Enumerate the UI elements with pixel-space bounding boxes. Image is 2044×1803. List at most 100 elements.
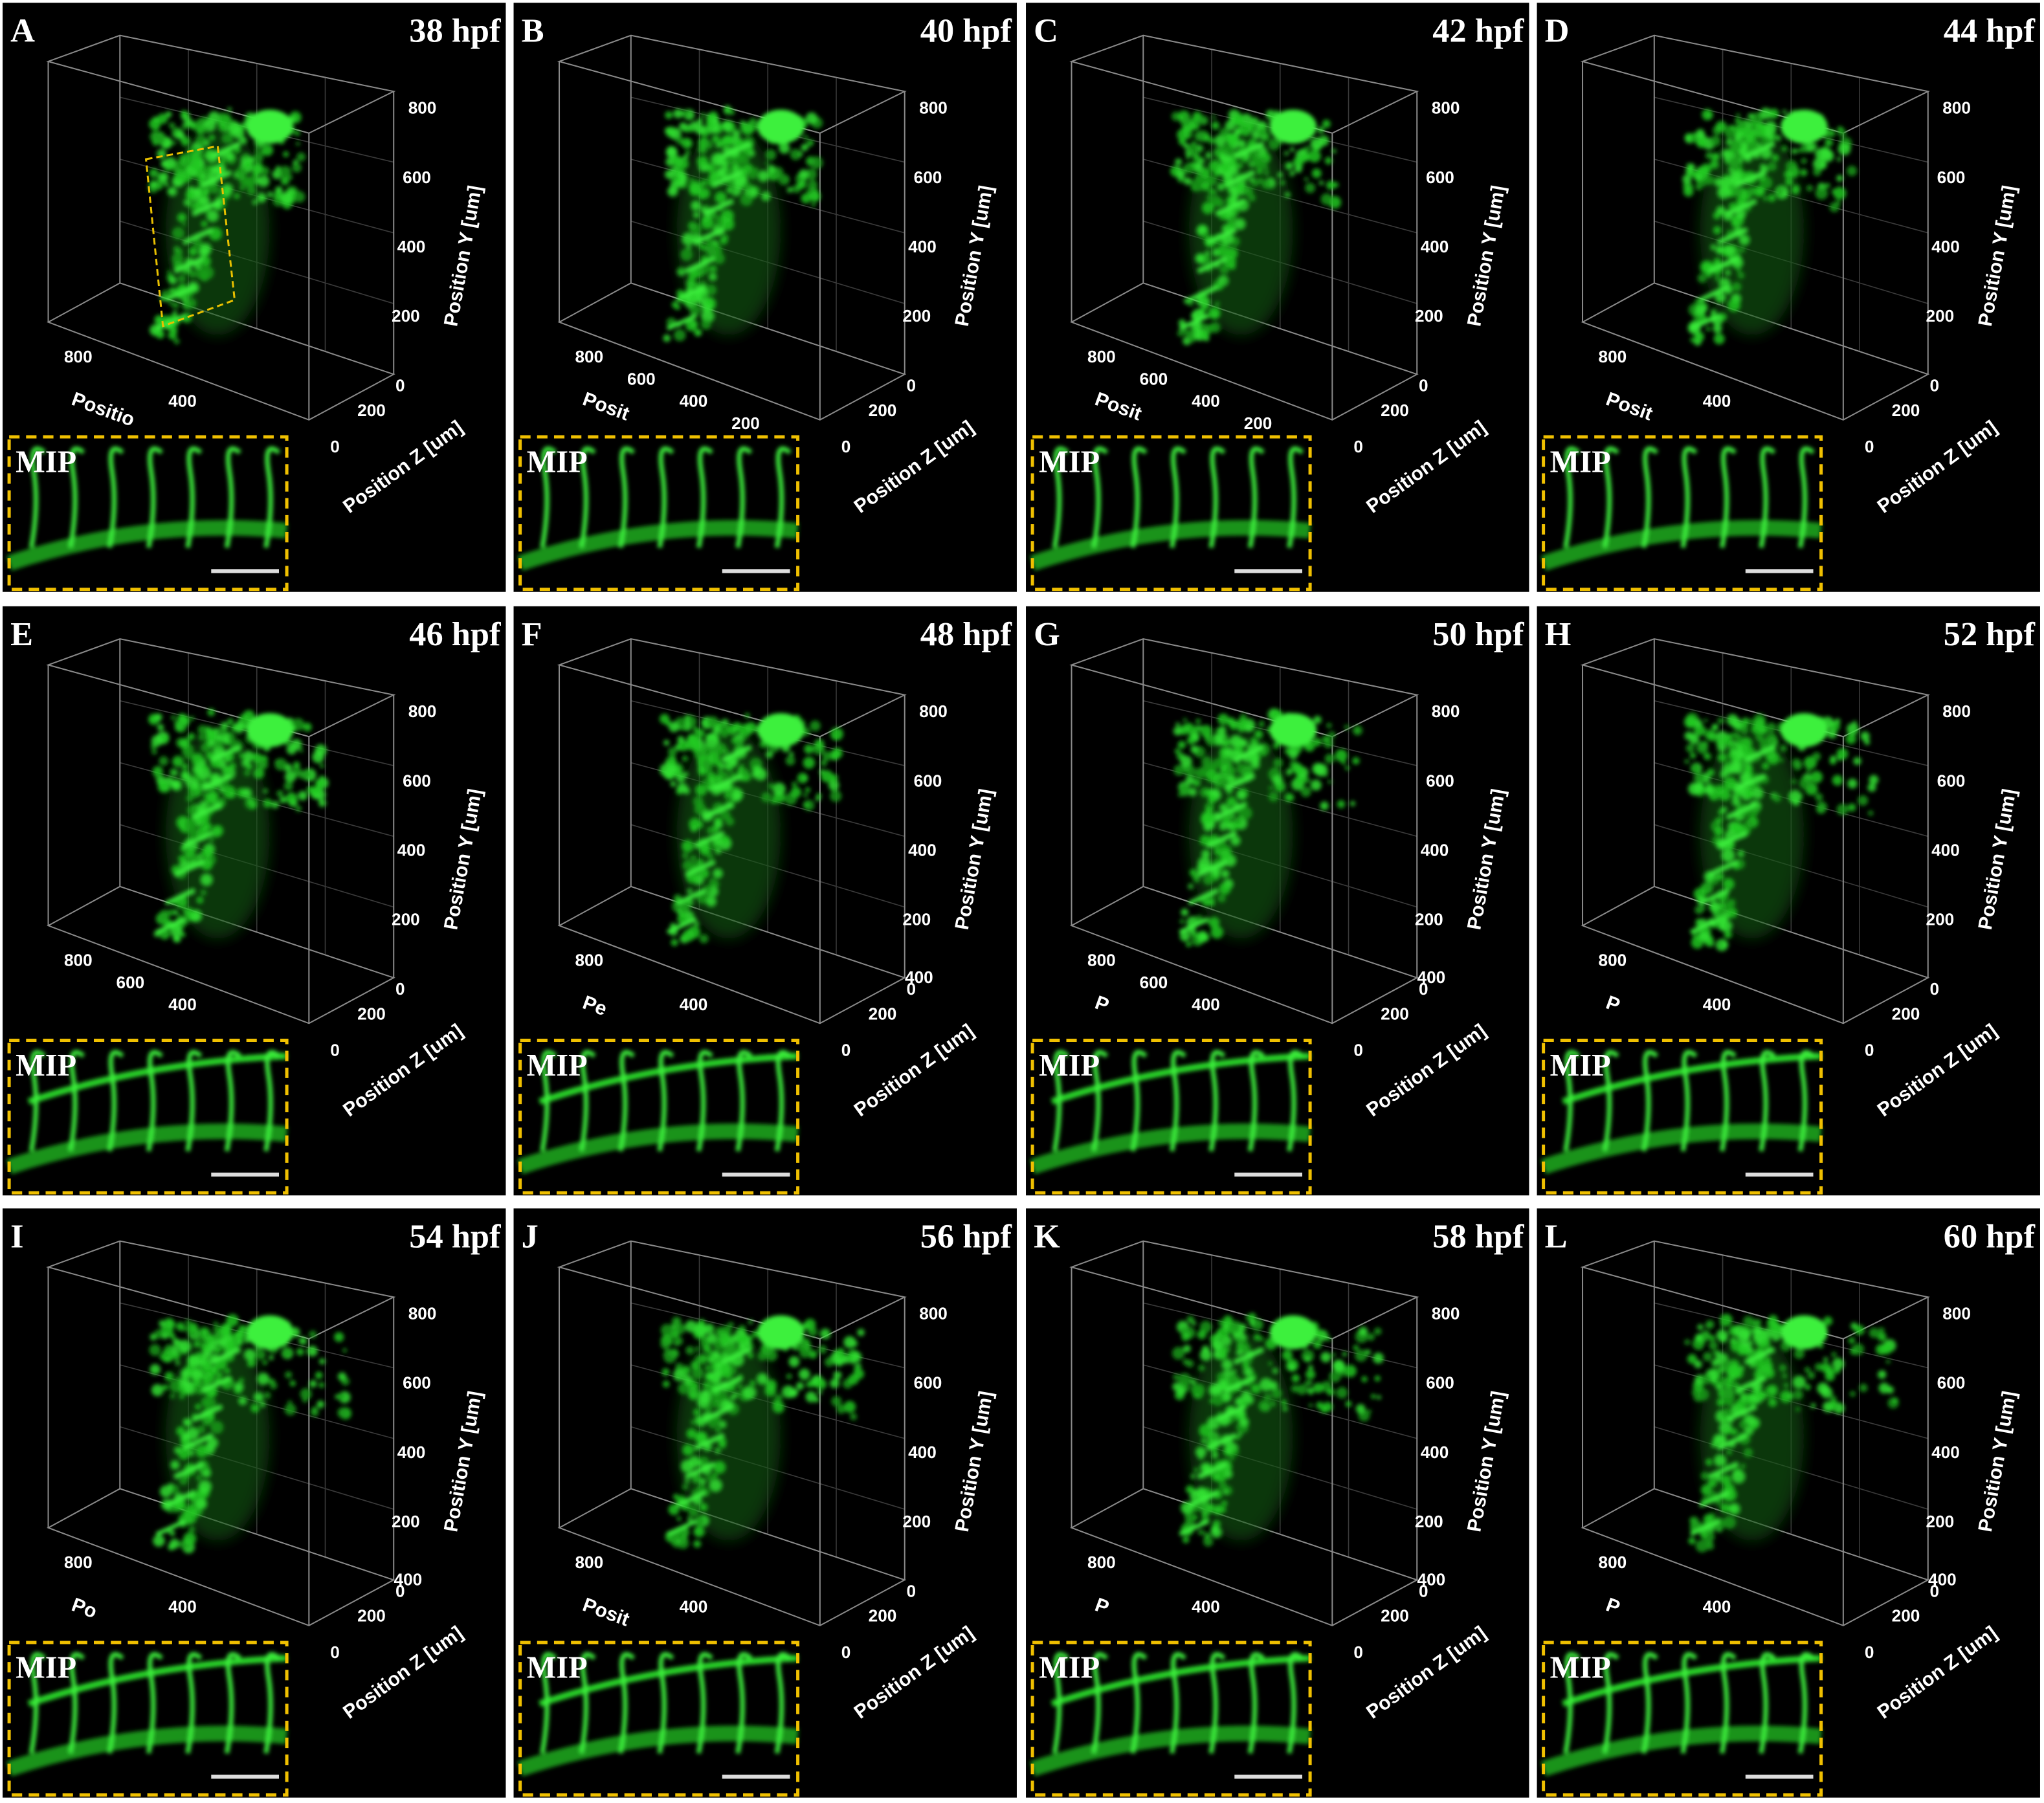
vessel-dot — [1705, 1320, 1715, 1329]
inset-vessel — [1563, 1050, 1581, 1152]
vessel-dot — [219, 727, 227, 736]
vessel-dot — [201, 221, 208, 227]
vessel-segment — [721, 1347, 752, 1364]
vessel-dot — [264, 1392, 271, 1399]
vessel-dot — [765, 160, 770, 166]
x-tick-label: 600 — [627, 369, 656, 388]
z-tick-label: 400 — [1928, 1569, 1957, 1589]
vessel-dot — [738, 1384, 742, 1389]
vessel-segment — [155, 313, 186, 331]
y-tick-label: 400 — [397, 841, 426, 860]
vessel-dot — [206, 1342, 216, 1352]
inset-vessel — [185, 1050, 203, 1152]
vessel-dot — [679, 902, 691, 914]
vessel-dot — [1806, 184, 1814, 192]
vessel-dot — [766, 751, 773, 758]
vessel-segment — [164, 1490, 195, 1508]
vessel-dot — [1307, 149, 1321, 163]
vessel-dot — [226, 1342, 236, 1351]
x-tick-label: 600 — [1140, 369, 1168, 388]
vessel-dot — [1311, 168, 1322, 179]
vessel-dot — [1746, 186, 1756, 197]
vessel-dot — [1199, 1349, 1212, 1361]
vessel-dot — [181, 772, 190, 781]
vessel-segment — [694, 1433, 725, 1450]
vessel-dot — [673, 109, 683, 118]
vessel-segment — [1179, 917, 1210, 935]
y-tick-label: 0 — [907, 1581, 916, 1600]
vessel-dot — [786, 1373, 792, 1380]
vessel-dot — [1707, 152, 1715, 159]
vessel-dot — [1282, 1349, 1293, 1360]
vessel-render — [148, 107, 306, 345]
vessel-dot — [1720, 1323, 1726, 1329]
vessel-dot — [761, 792, 772, 802]
vessel-dot — [1201, 756, 1212, 767]
vessel-dot — [1723, 1463, 1728, 1467]
vessel-dot — [1310, 779, 1322, 791]
vessel-dot — [674, 1336, 683, 1345]
vessel-dot — [669, 722, 680, 733]
vessel-dot — [292, 162, 302, 173]
vessel-dot — [181, 1369, 191, 1378]
vessel-dot — [290, 116, 296, 122]
y-tick-label: 0 — [1419, 376, 1428, 395]
vessel-dot — [176, 131, 185, 140]
vessel-dot — [1268, 1361, 1273, 1366]
vessel-dot — [704, 745, 710, 751]
vessel-dot — [1181, 908, 1189, 916]
vessel-dot — [203, 126, 210, 133]
vessel-dot — [1183, 718, 1188, 723]
vessel-segment — [1689, 1519, 1720, 1536]
vessel-dot — [188, 1450, 194, 1456]
vessel-dot — [1714, 258, 1721, 265]
vessel-dot — [1814, 793, 1823, 801]
vessel-dot — [716, 142, 721, 148]
vessel-dot — [1731, 1470, 1745, 1483]
vessel-dot — [1792, 798, 1800, 806]
vessel-dot — [287, 175, 293, 181]
vessel-dot — [251, 752, 262, 762]
vessel-dot — [195, 1498, 207, 1510]
vessel-dot — [1216, 283, 1223, 290]
vessel-dot — [797, 180, 806, 190]
inset-vessel — [185, 447, 203, 548]
time-label: 48 hpf — [920, 615, 1012, 653]
x-tick-label: 800 — [64, 1553, 93, 1572]
panel-letter: A — [10, 12, 35, 50]
inset-vessel — [735, 1050, 753, 1152]
inset-vessel — [1208, 1652, 1226, 1754]
vessel-dot — [1353, 1345, 1359, 1351]
vessel-dot — [1212, 1472, 1220, 1481]
vessel-dot — [178, 1448, 190, 1459]
vessel-dot — [1806, 768, 1811, 773]
vessel-dot — [1190, 312, 1199, 320]
vessel-dot — [715, 1448, 720, 1454]
vessel-segment — [1699, 285, 1729, 302]
vessel-dot — [1195, 1446, 1206, 1457]
inset-vessel — [263, 1652, 281, 1754]
vessel-dot — [170, 925, 183, 938]
vessel-dot — [1317, 126, 1324, 134]
vessel-dot — [685, 1345, 694, 1355]
vessel-dot — [1711, 1442, 1717, 1448]
vessel-dot — [704, 885, 713, 894]
vessel-segment — [685, 1462, 715, 1479]
vessel-dot — [1712, 1350, 1718, 1356]
vessel-dot — [1226, 247, 1238, 260]
y-tick-label: 0 — [1930, 1581, 1940, 1600]
vessel-dot — [1344, 1364, 1357, 1378]
vessel-dot — [1718, 922, 1726, 931]
vessel-dot — [712, 116, 720, 124]
vessel-dot — [1236, 111, 1241, 118]
vessel-dot — [1716, 206, 1726, 215]
vessel-dot — [1305, 1369, 1316, 1380]
vessel-dot — [1287, 1363, 1296, 1371]
vessel-dot — [702, 1389, 709, 1397]
vessel-dot — [1281, 1400, 1287, 1406]
inset-vessel — [1680, 447, 1698, 548]
vessel-dot — [677, 913, 689, 925]
vessel-dot — [1283, 1406, 1288, 1411]
vessel-dot — [699, 1503, 707, 1512]
